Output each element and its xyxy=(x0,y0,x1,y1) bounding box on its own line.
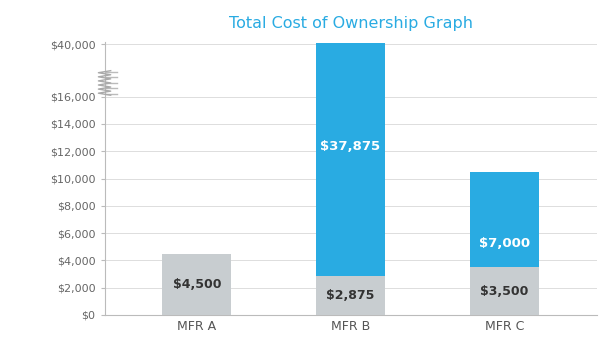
Bar xyxy=(316,276,385,315)
Title: Total Cost of Ownership Graph: Total Cost of Ownership Graph xyxy=(229,16,472,31)
Text: $3,500: $3,500 xyxy=(480,285,528,297)
Bar xyxy=(162,253,231,315)
Bar xyxy=(316,43,385,276)
Text: $37,875: $37,875 xyxy=(320,140,381,153)
Bar xyxy=(470,172,539,267)
Bar xyxy=(470,267,539,315)
Text: $4,500: $4,500 xyxy=(173,278,221,291)
Text: $7,000: $7,000 xyxy=(478,237,530,250)
Text: $2,875: $2,875 xyxy=(327,289,375,302)
